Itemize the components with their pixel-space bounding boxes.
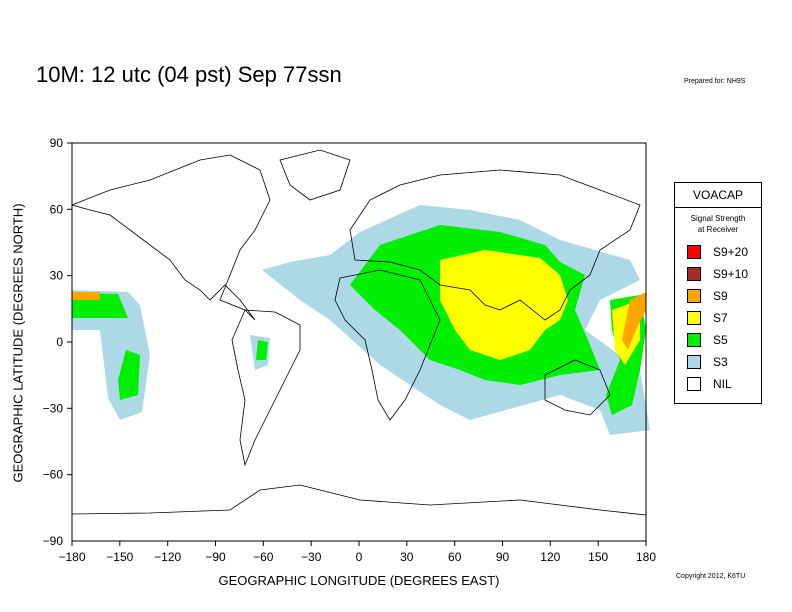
x-tick-label: −120 xyxy=(154,550,181,564)
coverage-zones xyxy=(72,205,650,435)
legend-item: S3 xyxy=(675,351,761,373)
x-axis-label: GEOGRAPHIC LONGITUDE (DEGREES EAST) xyxy=(218,573,500,588)
y-tick-label: −30 xyxy=(43,401,64,415)
coverage-zone-s9-west xyxy=(72,292,100,300)
legend-item: S9+20 xyxy=(675,241,761,263)
legend-title: VOACAP xyxy=(675,183,761,208)
legend-subtitle: Signal Strength at Receiver xyxy=(675,213,761,235)
legend-label: S3 xyxy=(713,355,728,369)
landmass-north-america xyxy=(70,154,271,321)
landmass-greenland xyxy=(279,149,351,201)
y-tick-label: 90 xyxy=(50,136,64,150)
x-tick-label: 30 xyxy=(400,550,414,564)
y-axis-label: GEOGRAPHIC LATITUDE (DEGREES NORTH) xyxy=(10,203,26,483)
legend: VOACAP Signal Strength at Receiver S9+20… xyxy=(674,182,762,404)
landmass-australia xyxy=(544,359,611,416)
legend-label: S9+10 xyxy=(713,267,749,281)
coverage-zone-s9-east xyxy=(622,292,646,350)
legend-swatch xyxy=(687,245,701,259)
copyright-note: Copyright 2012, K6TU xyxy=(676,573,746,580)
x-tick-label: 120 xyxy=(540,550,560,564)
legend-label: NIL xyxy=(713,377,732,391)
legend-items: S9+20 S9+10 S9 S7 S5 S3 NIL xyxy=(675,241,761,395)
coverage-zone-s5-pacific xyxy=(118,350,140,400)
y-tick-labels: 90 60 30 0 −30 −60 −90 xyxy=(43,136,64,548)
y-tick-label: 0 xyxy=(56,335,63,349)
x-tick-labels: −180 −150 −120 −90 −60 −30 0 30 60 90 12… xyxy=(58,550,656,564)
legend-label: S9+20 xyxy=(713,245,749,259)
coverage-zone-s5-samerica xyxy=(256,340,268,360)
legend-swatch xyxy=(687,333,701,347)
landmass-antarctica xyxy=(71,484,647,516)
landmass-south-america xyxy=(231,309,301,467)
x-tick-label: 90 xyxy=(496,550,510,564)
x-tick-label: −30 xyxy=(301,550,322,564)
x-tick-label: −150 xyxy=(106,550,133,564)
legend-swatch xyxy=(687,289,701,303)
legend-item: S7 xyxy=(675,307,761,329)
prepared-for-note: Prepared for: NH9S xyxy=(684,78,746,85)
y-tick-label: −90 xyxy=(43,534,64,548)
coverage-zone-s7-main xyxy=(440,250,568,360)
y-tick-label: 30 xyxy=(50,269,64,283)
legend-label: S5 xyxy=(713,333,728,347)
chart-title: 10M: 12 utc (04 pst) Sep 77ssn xyxy=(36,62,342,87)
landmass-africa xyxy=(334,269,441,421)
axis-ticks xyxy=(67,142,647,546)
legend-item: S5 xyxy=(675,329,761,351)
x-tick-label: 180 xyxy=(636,550,656,564)
x-tick-label: −90 xyxy=(205,550,226,564)
legend-label: S9 xyxy=(713,289,728,303)
land-outlines xyxy=(70,149,647,516)
x-tick-label: 150 xyxy=(588,550,608,564)
x-tick-label: 60 xyxy=(448,550,462,564)
x-tick-label: −180 xyxy=(58,550,85,564)
x-tick-label: 0 xyxy=(356,550,363,564)
legend-subtitle-line: Signal Strength xyxy=(690,214,746,223)
x-tick-label: −60 xyxy=(253,550,274,564)
legend-swatch xyxy=(687,377,701,391)
y-tick-label: 60 xyxy=(50,202,64,216)
y-tick-label: −60 xyxy=(43,468,64,482)
legend-item: S9 xyxy=(675,285,761,307)
legend-item: S9+10 xyxy=(675,263,761,285)
legend-swatch xyxy=(687,267,701,281)
legend-item: NIL xyxy=(675,373,761,395)
legend-swatch xyxy=(687,355,701,369)
legend-swatch xyxy=(687,311,701,325)
landmass-eurasia xyxy=(349,169,641,321)
legend-label: S7 xyxy=(713,311,728,325)
legend-subtitle-line: at Receiver xyxy=(697,225,739,234)
